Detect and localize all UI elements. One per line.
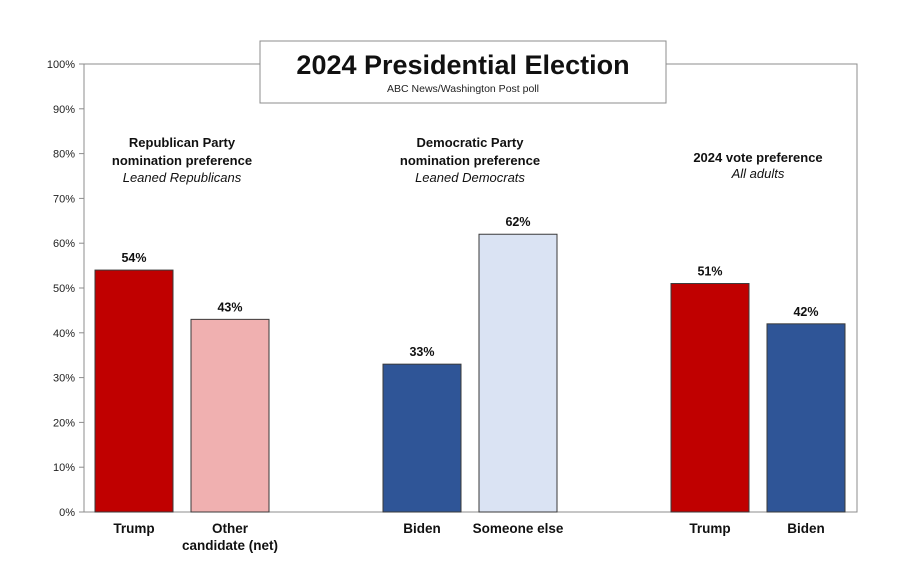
- category-label: Someone else: [473, 521, 564, 536]
- data-label: 43%: [217, 300, 242, 314]
- group-title-line: nomination preference: [112, 153, 252, 168]
- y-tick-label: 100%: [47, 59, 75, 71]
- category-label: candidate (net): [182, 538, 278, 553]
- y-tick-label: 40%: [53, 328, 75, 340]
- y-tick-label: 10%: [53, 462, 75, 474]
- group-title-line: nomination preference: [400, 153, 540, 168]
- category-label: Trump: [113, 521, 154, 536]
- chart-subtitle: ABC News/Washington Post poll: [387, 83, 539, 95]
- data-label: 33%: [409, 345, 434, 359]
- category-label: Biden: [403, 521, 441, 536]
- group-title-line: Democratic Party: [417, 135, 525, 150]
- y-tick-label: 50%: [53, 283, 75, 295]
- y-tick-label: 0%: [59, 507, 75, 519]
- group-subtitle: All adults: [731, 166, 785, 181]
- group-headers: Republican Party nomination preference Lea…: [112, 135, 823, 185]
- y-tick-label: 80%: [53, 149, 75, 161]
- y-tick-label: 20%: [53, 417, 75, 429]
- category-label: Other: [212, 521, 249, 536]
- bar: [190, 318, 270, 513]
- data-label: 42%: [793, 305, 818, 319]
- bar: [478, 233, 558, 513]
- bars: 54% 43% 33% 62% 51% 42%: [94, 215, 846, 513]
- y-tick-label: 70%: [53, 193, 75, 205]
- group-title-line: Republican Party: [129, 135, 236, 150]
- bar: [670, 283, 750, 513]
- group-title-line: 2024 vote preference: [693, 150, 822, 165]
- y-tick-label: 90%: [53, 104, 75, 116]
- data-label: 62%: [505, 215, 530, 229]
- y-axis: 0% 10% 20% 30% 40% 50% 60% 70% 80% 90% 100%: [47, 59, 85, 519]
- data-label: 51%: [697, 265, 722, 279]
- category-labels: Trump Other candidate (net) Biden Someone el…: [113, 521, 824, 553]
- category-label: Trump: [689, 521, 730, 536]
- y-tick-label: 30%: [53, 373, 75, 385]
- title-box-frame: [259, 40, 667, 104]
- bar: [382, 363, 462, 513]
- bar: [94, 269, 174, 513]
- title-box: 2024 Presidential Election ABC News/Wash…: [259, 40, 667, 104]
- data-label: 54%: [121, 251, 146, 265]
- chart-title: 2024 Presidential Election: [296, 50, 629, 80]
- group-subtitle: Leaned Republicans: [123, 170, 242, 185]
- bar: [766, 323, 846, 513]
- y-tick-label: 60%: [53, 238, 75, 250]
- category-label: Biden: [787, 521, 825, 536]
- group-subtitle: Leaned Democrats: [415, 170, 525, 185]
